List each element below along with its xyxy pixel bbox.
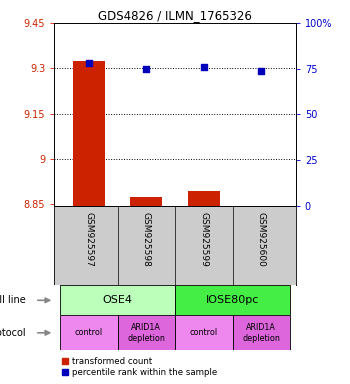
Text: GSM925598: GSM925598 — [142, 212, 151, 267]
Text: GSM925597: GSM925597 — [84, 212, 93, 267]
Text: protocol: protocol — [0, 328, 25, 338]
Text: OSE4: OSE4 — [103, 295, 133, 305]
Bar — [60, 315, 118, 351]
Text: cell line: cell line — [0, 295, 25, 305]
Bar — [175, 315, 232, 351]
Bar — [175, 285, 290, 315]
Bar — [188, 190, 219, 205]
Point — [144, 66, 149, 72]
Text: GSM925600: GSM925600 — [257, 212, 266, 267]
Bar — [73, 61, 105, 205]
Bar — [60, 285, 175, 315]
Point — [201, 64, 206, 70]
Point — [86, 60, 92, 66]
Title: GDS4826 / ILMN_1765326: GDS4826 / ILMN_1765326 — [98, 9, 252, 22]
Legend: transformed count, percentile rank within the sample: transformed count, percentile rank withi… — [58, 353, 221, 381]
Bar — [232, 315, 290, 351]
Text: ARID1A
depletion: ARID1A depletion — [127, 323, 165, 343]
Bar — [131, 197, 162, 205]
Bar — [118, 315, 175, 351]
Text: IOSE80pc: IOSE80pc — [206, 295, 259, 305]
Text: control: control — [75, 328, 103, 337]
Text: control: control — [190, 328, 218, 337]
Point — [258, 68, 264, 74]
Text: ARID1A
depletion: ARID1A depletion — [242, 323, 280, 343]
Text: GSM925599: GSM925599 — [199, 212, 208, 267]
